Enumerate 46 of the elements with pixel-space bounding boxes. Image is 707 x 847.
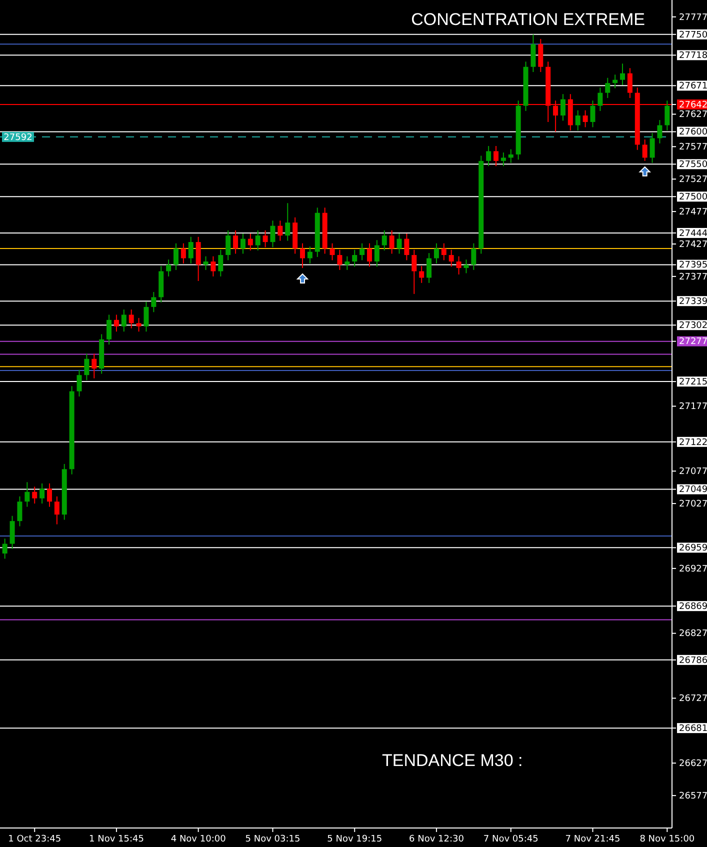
y-tick-label: 27049	[679, 485, 707, 496]
y-tick-label: 27550	[679, 160, 707, 170]
y-tick-label: 26927	[679, 564, 707, 574]
y-tick-label: 27122	[679, 438, 707, 448]
y-tick-label: 27600	[679, 128, 707, 138]
y-tick-label: 27477	[679, 207, 707, 218]
x-tick-label: 5 Nov 19:15	[327, 834, 382, 844]
x-tick-label: 6 Nov 12:30	[408, 834, 464, 844]
y-tick-label: 27750	[679, 30, 707, 40]
y-tick-label: 27777	[679, 12, 707, 23]
x-tick-label: 7 Nov 21:45	[565, 834, 620, 844]
y-tick-label: 27427	[679, 240, 707, 250]
x-tick-label: 7 Nov 05:45	[483, 834, 538, 844]
y-tick-label: 26827	[679, 629, 707, 640]
y-tick-label: 27027	[679, 499, 707, 510]
y-tick-label: 26959	[679, 544, 707, 554]
y-tick-label: 26869	[679, 602, 707, 612]
y-tick-label: 26577	[679, 791, 707, 802]
y-tick-label: 27527	[679, 174, 707, 185]
y-tick-label: 27215	[679, 377, 707, 388]
y-tick-label: 27627	[679, 110, 707, 120]
x-tick-label: 1 Oct 23:45	[8, 834, 62, 844]
y-tick-label: 27577	[679, 142, 707, 153]
y-tick-label: 26727	[679, 694, 707, 704]
y-tick-label: 27671	[679, 82, 707, 92]
y-tick-label: 27718	[679, 51, 707, 62]
y-tick-label: 26786	[679, 656, 707, 666]
y-tick-label: 27177	[679, 402, 707, 412]
y-tick-label: 27395	[679, 260, 707, 271]
y-tick-label: 26627	[679, 758, 707, 769]
y-tick-label: 27444	[679, 228, 707, 239]
x-tick-label: 5 Nov 03:15	[245, 834, 300, 844]
x-tick-label: 4 Nov 10:00	[170, 834, 226, 844]
y-tick-label: 27642	[679, 100, 707, 110]
y-tick-label: 27377	[679, 272, 707, 282]
annotation: TENDANCE M30 :	[382, 751, 523, 770]
y-tick-label: 27077	[679, 466, 707, 477]
y-tick-label: 27277	[679, 337, 707, 348]
ref-line-label: 27592	[4, 133, 32, 144]
x-tick-label: 8 Nov 15:00	[640, 834, 695, 844]
y-tick-label: 27302	[679, 320, 707, 331]
text: CONCENTRATION EXTREME	[411, 10, 645, 29]
y-tick-label: 26681	[679, 724, 707, 734]
y-tick-label: 27339	[679, 296, 707, 307]
y-tick-label: 27500	[679, 192, 707, 202]
x-tick-label: 1 Nov 15:45	[88, 834, 144, 844]
